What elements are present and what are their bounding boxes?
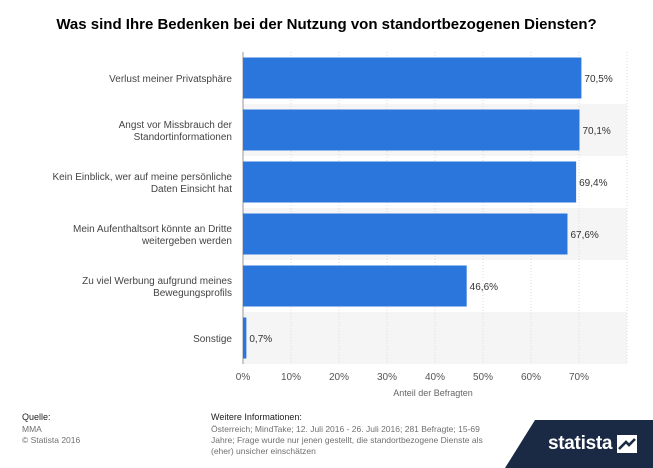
chart-title: Was sind Ihre Bedenken bei der Nutzung v… (56, 16, 597, 33)
category-label: weitergeben werden (141, 236, 232, 247)
x-axis-title: Anteil der Befragten (393, 388, 473, 398)
bar (243, 57, 582, 99)
statista-logo[interactable]: statista (548, 433, 638, 455)
category-label: Sonstige (193, 334, 232, 345)
bar-value-label: 70,5% (584, 74, 612, 85)
bar-value-label: 67,6% (570, 230, 598, 241)
x-tick-label: 30% (377, 372, 397, 383)
x-tick-label: 10% (281, 372, 301, 383)
bar (243, 265, 467, 307)
bar-value-label: 70,1% (582, 126, 610, 137)
source-block: Quelle: MMA © Statista 2016 (22, 412, 80, 446)
copyright: © Statista 2016 (22, 435, 81, 445)
bar (243, 161, 577, 203)
x-tick-label: 40% (425, 372, 445, 383)
source-name: MMA (22, 424, 42, 434)
x-tick-label: 0% (236, 372, 251, 383)
category-label: Daten Einsicht hat (151, 184, 232, 195)
x-tick-label: 70% (569, 372, 589, 383)
bar (243, 317, 247, 359)
category-label: Verlust meiner Privatsphäre (109, 74, 232, 85)
info-line-2: Jahre; Frage wurde nur jenen gestellt, d… (211, 435, 483, 445)
bar-value-label: 0,7% (249, 334, 272, 345)
info-block: Weitere Informationen: Österreich; MindT… (211, 412, 483, 457)
category-label: Bewegungsprofils (153, 288, 232, 299)
category-label: Kein Einblick, wer auf meine persönliche (52, 172, 232, 183)
statista-logo-icon (617, 435, 638, 453)
bar (243, 213, 568, 255)
bar-value-label: 69,4% (579, 178, 607, 189)
info-line-1: Österreich; MindTake; 12. Juli 2016 - 26… (211, 424, 480, 434)
source-label: Quelle: (22, 412, 51, 422)
info-label: Weitere Informationen: (211, 412, 302, 422)
category-label: Zu viel Werbung aufgrund meines (82, 276, 232, 287)
category-label: Mein Aufenthaltsort könnte an Dritte (73, 224, 232, 235)
category-label: Standortinformationen (134, 132, 232, 143)
bar-value-label: 46,6% (470, 282, 498, 293)
logo-text: statista (548, 433, 613, 454)
category-label: Angst vor Missbrauch der (119, 120, 233, 131)
info-line-3: (eher) unsicher einschätzen (211, 446, 316, 456)
bar (243, 109, 580, 151)
x-tick-label: 60% (521, 372, 541, 383)
x-tick-label: 50% (473, 372, 493, 383)
x-tick-label: 20% (329, 372, 349, 383)
bar-chart: 0% 10% 20% 30% 40% 50% 60% 70% 70,5% Verlust mein… (52, 52, 628, 398)
